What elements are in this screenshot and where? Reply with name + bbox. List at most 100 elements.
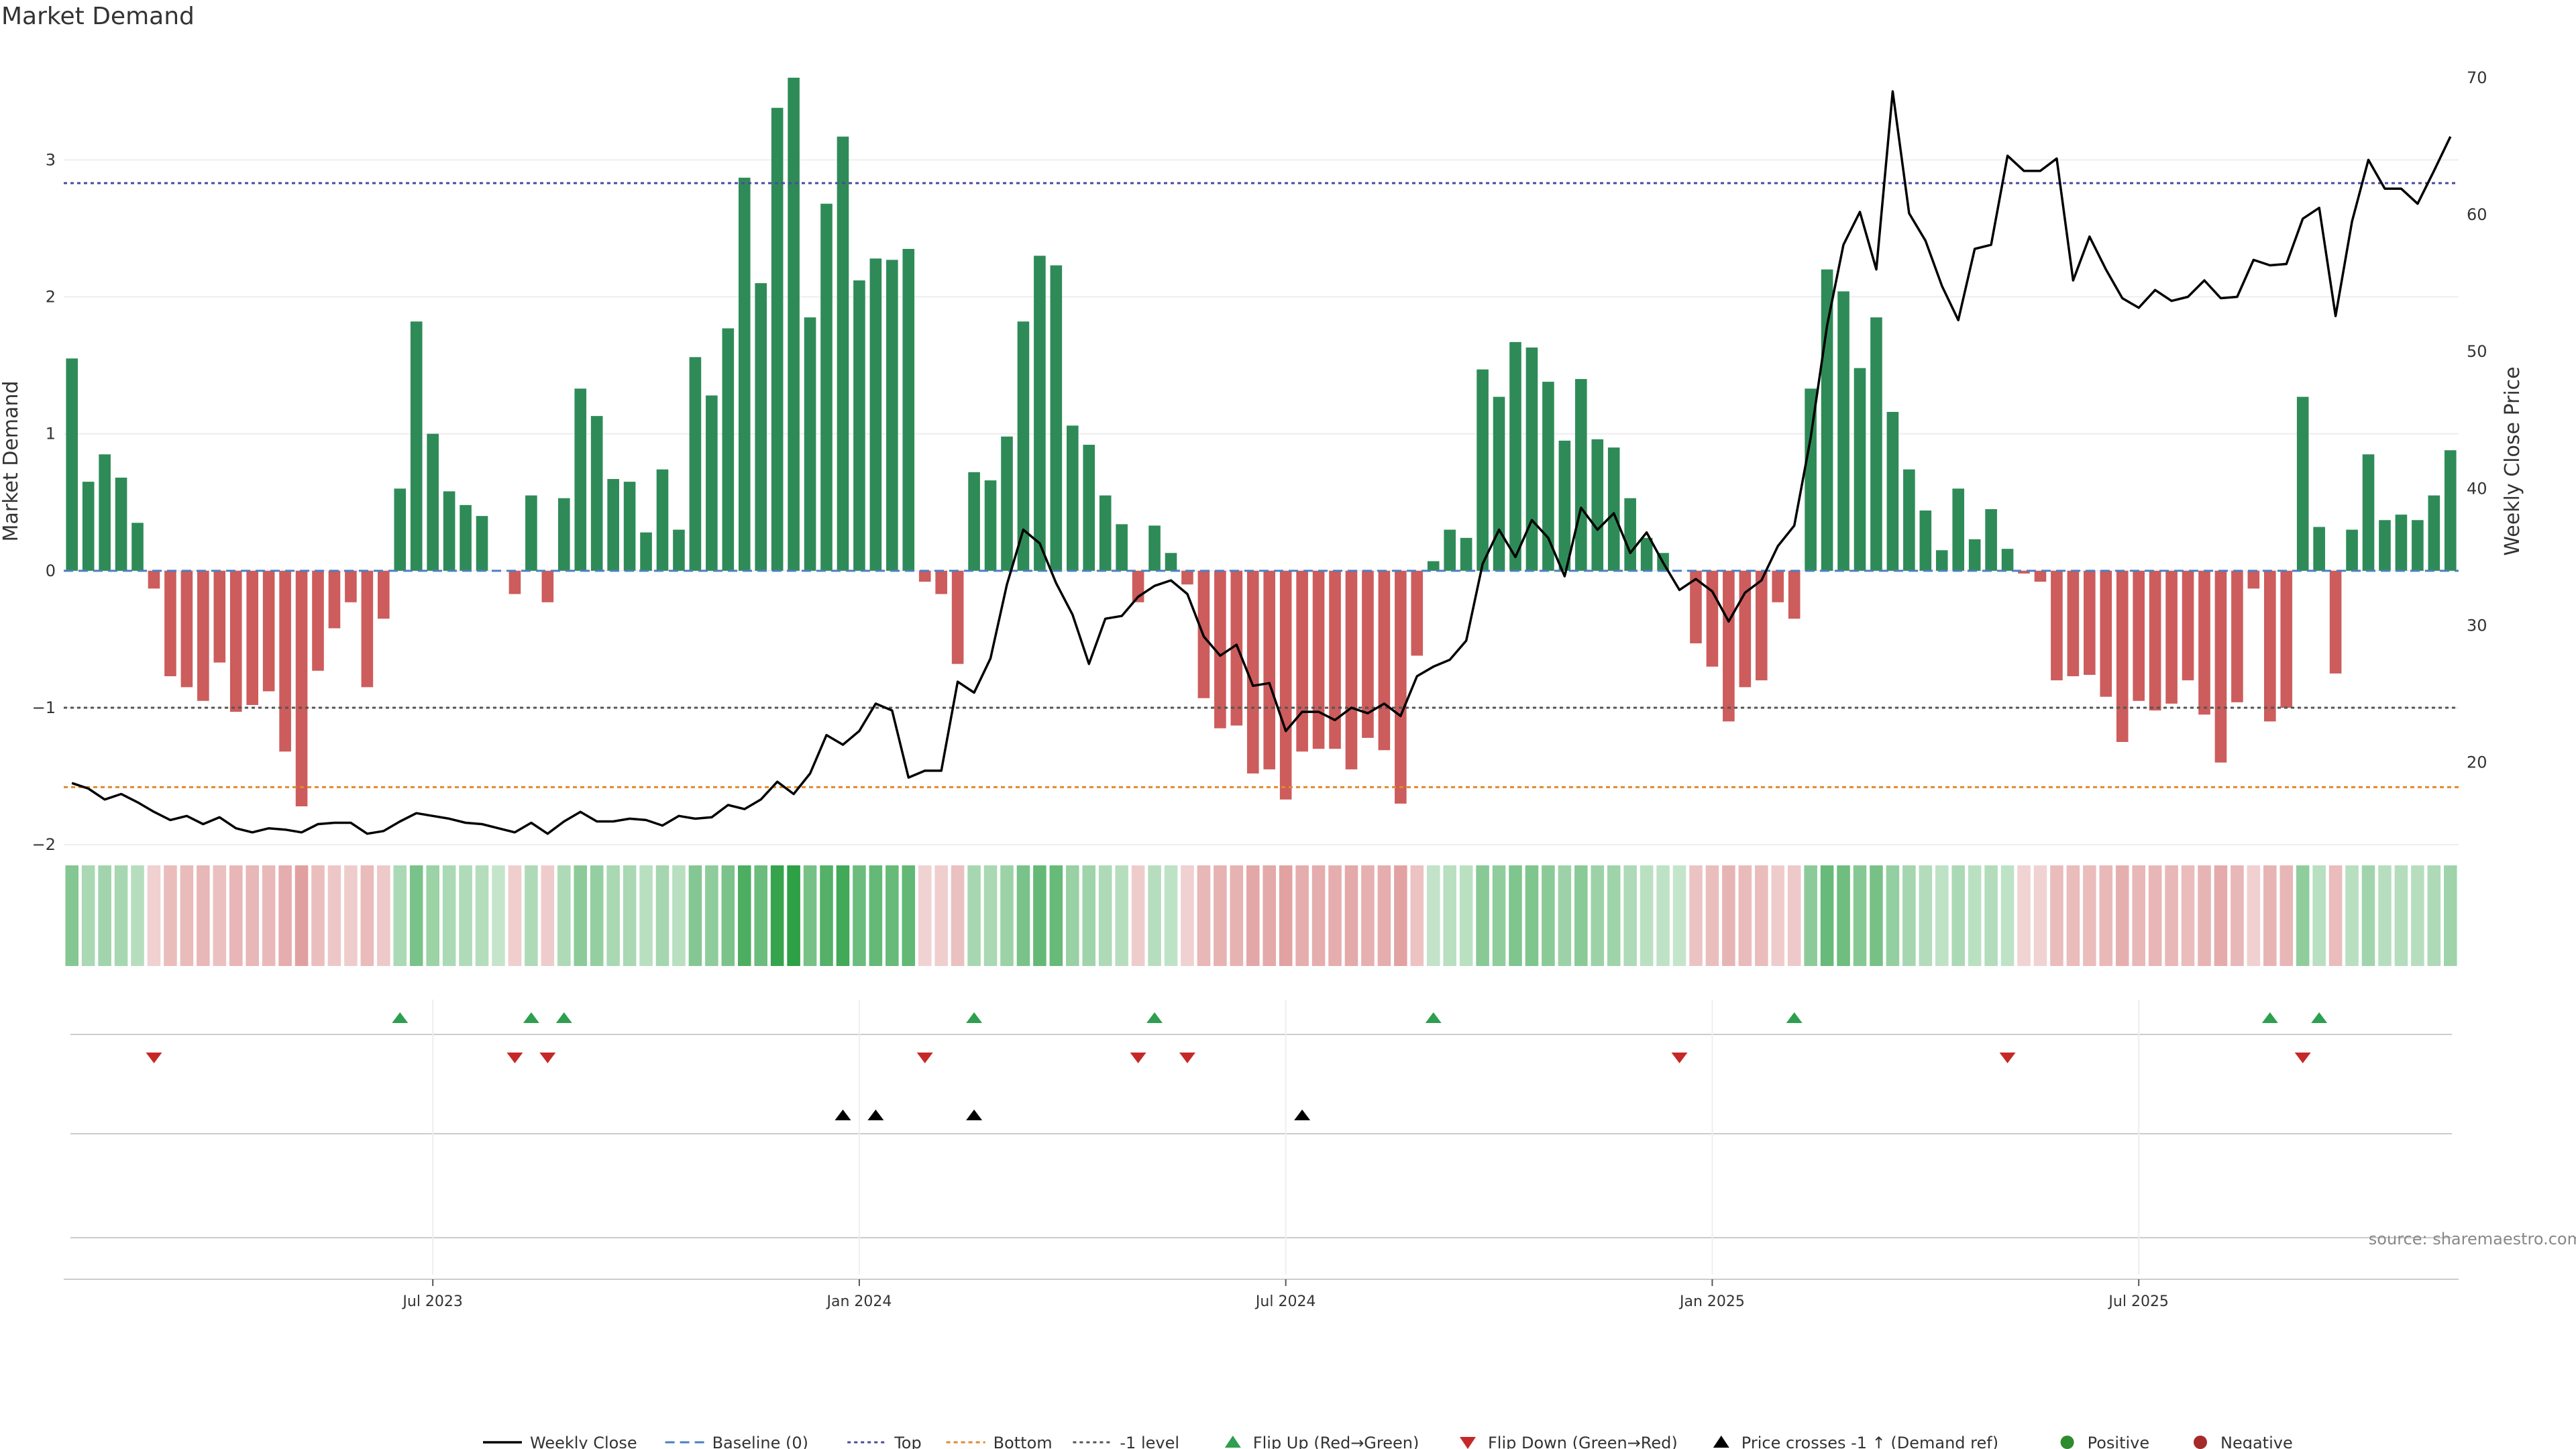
legend-item: -1 level	[1073, 1434, 1179, 1449]
demand-bar	[1575, 379, 1587, 571]
demand-bar	[279, 570, 291, 752]
demand-bar	[1214, 570, 1226, 729]
heat-cell	[1574, 865, 1588, 966]
demand-bar	[213, 570, 226, 663]
demand-bar	[574, 388, 587, 571]
demand-bar	[1952, 488, 1965, 571]
demand-bar	[1427, 561, 1440, 571]
demand-bar	[1886, 412, 1899, 571]
heat-cell	[574, 865, 588, 966]
heat-cell	[1935, 865, 1949, 966]
heat-cell	[2345, 865, 2359, 966]
demand-bar	[1083, 445, 1095, 571]
demand-bar	[246, 570, 259, 705]
demand-bar	[361, 570, 374, 688]
demand-bar	[557, 498, 570, 571]
demand-bar	[1821, 269, 1833, 571]
heat-cell	[1000, 865, 1014, 966]
demand-bar	[1378, 570, 1391, 751]
legend-swatch-positive	[2060, 1436, 2074, 1449]
demand-bar	[1460, 537, 1472, 571]
heat-cell	[1509, 865, 1522, 966]
demand-bar	[1034, 256, 1046, 571]
demand-bar	[1066, 425, 1079, 571]
heat-cell	[1607, 865, 1621, 966]
heat-cell	[1804, 865, 1817, 966]
demand-bar	[771, 107, 784, 571]
y2-tick-label: 50	[2467, 342, 2487, 361]
flip-up-marker	[966, 1012, 983, 1023]
heat-cell	[475, 865, 489, 966]
heat-cell	[1722, 865, 1735, 966]
flip-up-marker	[2261, 1012, 2278, 1023]
heat-cell	[754, 865, 767, 966]
heat-cell	[820, 865, 833, 966]
heat-cell	[1361, 865, 1375, 966]
heat-cell	[164, 865, 177, 966]
price-cross-marker	[835, 1110, 851, 1120]
heat-cell	[278, 865, 292, 966]
heat-cell	[2083, 865, 2096, 966]
heat-cell	[623, 865, 637, 966]
heat-cell	[459, 865, 472, 966]
demand-bar	[837, 136, 849, 571]
heat-cell	[1246, 865, 1260, 966]
flip-down-marker	[506, 1053, 523, 1063]
heat-cell	[1344, 865, 1358, 966]
heat-cell	[2263, 865, 2277, 966]
demand-bar	[1968, 539, 1981, 571]
demand-bar	[1329, 570, 1341, 749]
demand-bar	[312, 570, 324, 671]
legend-label: Baseline (0)	[712, 1434, 808, 1449]
y-tick-label: 1	[46, 425, 56, 443]
legend-swatch-negative	[2194, 1436, 2207, 1449]
legend-label: -1 level	[1120, 1434, 1179, 1449]
demand-bar	[99, 454, 111, 571]
demand-bar	[2280, 570, 2293, 708]
demand-bar	[623, 482, 636, 571]
demand-bar	[328, 570, 341, 629]
heat-cell	[1426, 865, 1440, 966]
demand-bar	[180, 570, 193, 688]
y-tick-label: 3	[46, 150, 56, 169]
legend-swatch-cross	[1713, 1436, 1729, 1448]
flip-down-marker	[1130, 1053, 1146, 1063]
demand-bar	[2116, 570, 2129, 743]
heat-cell	[672, 865, 686, 966]
demand-bar	[1854, 368, 1866, 571]
heat-cell	[951, 865, 965, 966]
heat-cell	[1148, 865, 1161, 966]
heat-cell	[492, 865, 505, 966]
demand-bar	[2084, 570, 2096, 675]
demand-bar	[1509, 341, 1521, 571]
legend-label: Top	[894, 1434, 922, 1449]
legend-item: Flip Up (Red→Green)	[1224, 1434, 1419, 1449]
demand-bar	[1362, 570, 1374, 738]
demand-bar	[788, 77, 800, 571]
heat-cell	[2296, 865, 2310, 966]
source-label: source: sharemaestro.com	[2369, 1230, 2576, 1248]
demand-bar	[1181, 570, 1193, 585]
demand-bar	[1411, 570, 1424, 656]
demand-bar	[541, 570, 554, 602]
heat-cell	[934, 865, 948, 966]
demand-bar	[984, 480, 997, 571]
demand-bar	[2018, 570, 2030, 574]
x-tick-label: Jan 2025	[1678, 1293, 1745, 1310]
heat-cell	[2279, 865, 2294, 966]
demand-bar	[131, 523, 144, 571]
heat-cell	[377, 865, 390, 966]
flip-down-marker	[1671, 1053, 1688, 1063]
flip-down-marker	[1179, 1053, 1195, 1063]
heat-cell	[360, 865, 374, 966]
heat-cell	[1066, 865, 1079, 966]
demand-bar	[2149, 570, 2161, 711]
legend-item: Negative	[2194, 1434, 2293, 1449]
y2-tick-label: 70	[2467, 68, 2487, 87]
price-cross-marker	[867, 1110, 884, 1120]
heat-cell	[836, 865, 850, 966]
demand-bar	[2247, 570, 2260, 589]
demand-bar	[2263, 570, 2276, 722]
heat-cell	[655, 865, 669, 966]
